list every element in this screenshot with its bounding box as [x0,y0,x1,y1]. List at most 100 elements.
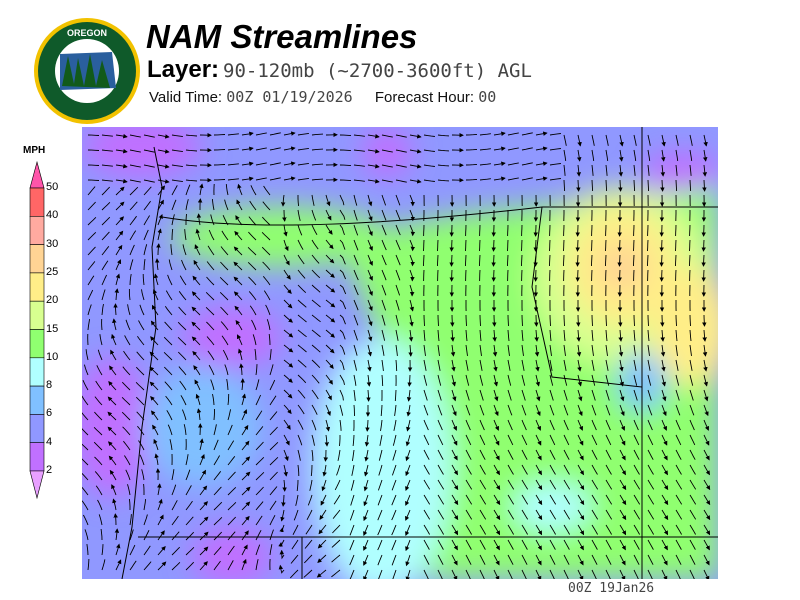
streamline-segment [353,239,359,251]
streamline-segment [268,333,271,346]
streamline-segment [563,404,569,416]
streamline-segment [549,509,557,520]
streamline-segment [647,434,654,446]
streamline-segment [179,380,187,391]
streamline-segment [423,539,430,550]
streamline-segment [86,544,89,556]
streamline-segment [493,404,499,417]
streamline-segment [297,195,300,207]
streamline-segment [255,544,261,556]
streamline-segment [339,149,352,152]
streamline-segment [364,449,369,462]
streamline-segment [319,509,327,520]
streamline-segment [492,344,498,357]
streamline-segment [82,500,89,511]
streamline-segment [353,374,357,386]
streamline-segment [535,176,548,181]
streamline-segment [317,539,327,549]
streamline-segment [353,269,359,281]
streamline-segment [377,524,383,536]
streamline-segment [138,320,145,331]
streamline-segment [339,209,346,220]
streamline-segment [185,213,187,225]
streamline-segment [409,134,422,139]
streamline-segment [247,261,257,271]
streamline-segment [95,485,103,496]
streamline-segment [283,464,288,477]
streamline-segment [675,374,680,386]
streamline-segment [227,148,239,151]
streamline-segment [191,321,201,331]
streamline-segment [605,344,608,356]
streamline-segment [379,434,383,446]
streamline-segment [115,543,121,556]
streamline-segment [95,380,103,391]
streamline-segment [255,147,267,151]
streamline-segment [507,239,509,252]
streamline-segment [171,546,181,556]
streamline-segment [549,524,556,535]
streamline-segment [605,254,607,267]
streamline-segment [261,231,271,241]
streamline-segment [101,559,106,571]
streamline-segment [336,464,341,476]
streamline-segment [535,494,543,506]
streamline-segment [171,179,183,183]
streamline-segment [535,404,541,417]
streamline-segment [115,273,121,286]
colorbar-label: 8 [46,379,53,392]
streamline-segment [563,569,569,579]
streamline-segment [171,228,174,241]
streamline-segment [107,426,117,436]
streamline-segment [675,494,683,505]
streamline-segment [163,351,173,361]
streamline-segment [93,426,103,436]
streamline-segment [87,164,100,166]
streamline-segment [325,269,335,278]
colorbar-label: 15 [46,322,59,335]
streamline-segment [213,516,223,526]
streamline-segment [213,546,222,556]
streamline-segment [199,546,209,556]
streamline-segment [311,194,315,206]
streamline-segment [241,456,251,466]
streamline-segment [283,434,290,446]
streamline-segment [647,254,649,267]
streamline-segment [647,329,650,342]
streamline-segment [507,539,514,550]
streamline-segment [213,179,226,181]
streamline-segment [605,539,612,550]
streamline-segment [479,539,486,550]
streamline-segment [577,419,584,431]
streamline-segment [297,224,303,236]
streamline-segment [349,524,355,536]
streamline-segment [437,434,444,446]
streamline-segment [408,344,413,357]
streamline-segment [283,374,293,383]
streamline-segment [661,479,669,491]
streamline-segment [353,299,359,311]
streamline-segment [290,554,299,564]
streamline-segment [339,435,341,447]
streamline-segment [493,569,500,579]
streamline-segment [451,539,458,551]
streamline-segment [689,359,693,371]
streamline-segment [339,374,345,385]
streamline-segment [689,179,692,192]
streamline-segment [479,178,491,181]
streamline-segment [465,329,468,342]
streamline-segment [675,479,683,490]
streamline-segment [576,149,582,162]
streamline-segment [423,434,430,446]
streamline-segment [269,379,276,391]
streamline-segment [507,434,514,446]
streamline-segment [493,449,500,461]
streamline-segment [199,531,209,541]
streamline-segment [465,389,470,401]
streamline-segment [619,464,626,476]
streamline-segment [409,239,416,252]
streamline-segment [479,509,487,520]
streamline-segment [591,539,598,550]
streamline-segment [311,374,320,384]
streamline-segment [702,314,707,327]
